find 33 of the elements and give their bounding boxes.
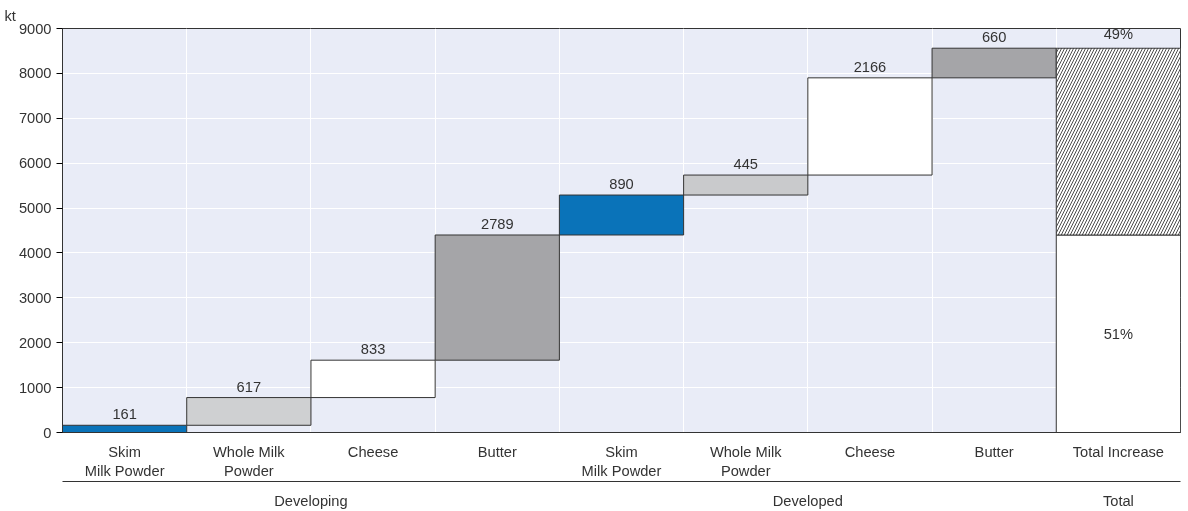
y-tick-label: 8000 bbox=[18, 65, 52, 82]
data-label: 2789 bbox=[480, 215, 514, 232]
x-tick-label: Skim Milk Powder bbox=[581, 443, 662, 479]
data-label: 161 bbox=[112, 406, 137, 423]
x-tick-label: Whole Milk Powder bbox=[213, 443, 286, 479]
x-tick-label: Whole Milk Powder bbox=[709, 443, 783, 479]
y-tick-label: 0 bbox=[43, 424, 52, 441]
y-tick-label: 2000 bbox=[18, 334, 52, 351]
data-label: 833 bbox=[360, 341, 386, 358]
x-tick-label: Cheese bbox=[844, 443, 896, 460]
text: Developed bbox=[772, 492, 843, 509]
text: Developing bbox=[274, 492, 348, 509]
y-axis-title: kt bbox=[4, 7, 16, 24]
y-tick-label: 3000 bbox=[18, 289, 52, 306]
y-tick-label: 7000 bbox=[18, 110, 52, 127]
data-label: 445 bbox=[733, 156, 758, 173]
text: Total bbox=[1102, 492, 1134, 509]
x-tick-label: Cheese bbox=[347, 443, 399, 460]
y-tick-label: 9000 bbox=[18, 20, 52, 37]
x-tick-label: Total Increase bbox=[1072, 443, 1165, 460]
y-tick-label: 4000 bbox=[18, 244, 52, 261]
data-label: 890 bbox=[609, 176, 634, 193]
x-tick-label: Butter bbox=[974, 443, 1014, 460]
y-tick-label: 6000 bbox=[18, 155, 52, 172]
data-label: 2166 bbox=[853, 58, 887, 75]
x-tick-label: Butter bbox=[477, 443, 517, 460]
y-tick-label: 1000 bbox=[18, 379, 52, 396]
data-label: 617 bbox=[236, 378, 262, 395]
data-label: 660 bbox=[981, 29, 1007, 46]
annotation: 49% bbox=[1103, 26, 1134, 43]
x-tick-label: Skim Milk Powder bbox=[84, 443, 165, 479]
annotation: 51% bbox=[1103, 325, 1134, 342]
y-tick-label: 5000 bbox=[18, 200, 52, 217]
